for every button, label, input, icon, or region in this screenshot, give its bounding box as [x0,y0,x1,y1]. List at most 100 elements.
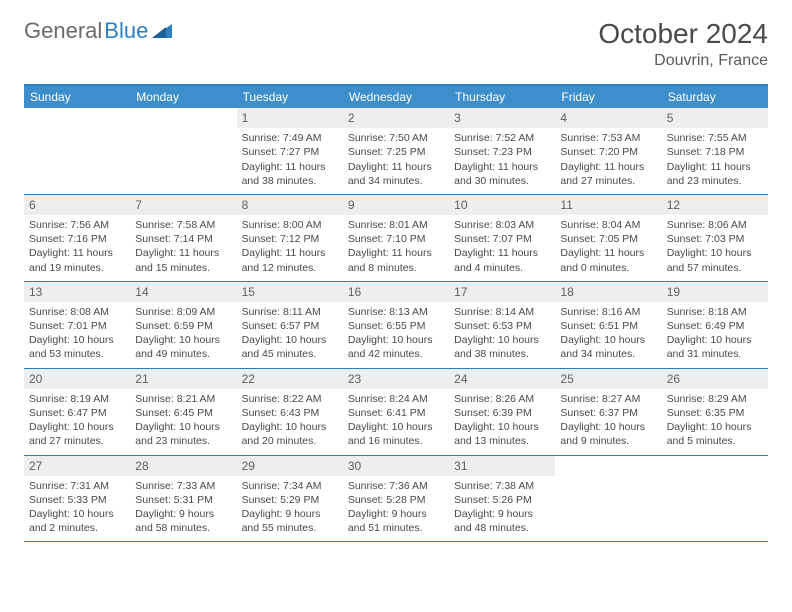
daylight-text: Daylight: 10 hours and 23 minutes. [135,420,231,448]
day-number: 15 [237,282,343,302]
sunrise-text: Sunrise: 8:24 AM [348,392,444,406]
sunset-text: Sunset: 6:51 PM [560,319,656,333]
daylight-text: Daylight: 10 hours and 20 minutes. [242,420,338,448]
daylight-text: Daylight: 11 hours and 12 minutes. [242,246,338,274]
sunrise-text: Sunrise: 8:04 AM [560,218,656,232]
day-number: 10 [449,195,555,215]
sunrise-text: Sunrise: 8:22 AM [242,392,338,406]
brand-logo: GeneralBlue [24,18,174,44]
daylight-text: Daylight: 9 hours and 51 minutes. [348,507,444,535]
weekday-header: Wednesday [343,86,449,108]
day-number: 20 [24,369,130,389]
sunset-text: Sunset: 7:12 PM [242,232,338,246]
sunrise-text: Sunrise: 8:27 AM [560,392,656,406]
title-block: October 2024 Douvrin, France [598,18,768,70]
sunset-text: Sunset: 6:41 PM [348,406,444,420]
day-number: 28 [130,456,236,476]
calendar-day-cell: 22Sunrise: 8:22 AMSunset: 6:43 PMDayligh… [237,369,343,455]
weekday-header: Sunday [24,86,130,108]
sunset-text: Sunset: 6:37 PM [560,406,656,420]
day-number: 29 [237,456,343,476]
sunrise-text: Sunrise: 7:34 AM [242,479,338,493]
sunset-text: Sunset: 5:26 PM [454,493,550,507]
day-number: 4 [555,108,661,128]
sunset-text: Sunset: 5:31 PM [135,493,231,507]
weekday-header: Thursday [449,86,555,108]
sunrise-text: Sunrise: 8:18 AM [667,305,763,319]
sunset-text: Sunset: 7:23 PM [454,145,550,159]
day-number: 13 [24,282,130,302]
day-number: 3 [449,108,555,128]
sunrise-text: Sunrise: 8:26 AM [454,392,550,406]
sunrise-text: Sunrise: 8:14 AM [454,305,550,319]
calendar-day-cell: 9Sunrise: 8:01 AMSunset: 7:10 PMDaylight… [343,195,449,281]
daylight-text: Daylight: 11 hours and 34 minutes. [348,160,444,188]
sunset-text: Sunset: 6:35 PM [667,406,763,420]
sunset-text: Sunset: 6:53 PM [454,319,550,333]
day-number: 27 [24,456,130,476]
daylight-text: Daylight: 10 hours and 57 minutes. [667,246,763,274]
sunrise-text: Sunrise: 7:38 AM [454,479,550,493]
calendar-day-cell: 29 Sunrise: 7:34 AMSunset: 5:29 PMDayligh… [237,456,343,542]
sunset-text: Sunset: 7:05 PM [560,232,656,246]
day-number: 11 [555,195,661,215]
weekday-header: Monday [130,86,236,108]
daylight-text: Daylight: 11 hours and 4 minutes. [454,246,550,274]
sunrise-text: Sunrise: 8:03 AM [454,218,550,232]
calendar-day-cell: 23Sunrise: 8:24 AMSunset: 6:41 PMDayligh… [343,369,449,455]
calendar-day-cell: 18Sunrise: 8:16 AMSunset: 6:51 PMDayligh… [555,282,661,368]
calendar-day-cell: 25Sunrise: 8:27 AMSunset: 6:37 PMDayligh… [555,369,661,455]
sunset-text: Sunset: 6:59 PM [135,319,231,333]
calendar-day-cell: 15Sunrise: 8:11 AMSunset: 6:57 PMDayligh… [237,282,343,368]
daylight-text: Daylight: 11 hours and 23 minutes. [667,160,763,188]
month-title: October 2024 [598,18,768,50]
weekday-header: Tuesday [237,86,343,108]
day-number: 23 [343,369,449,389]
calendar-week-row: 6Sunrise: 7:56 AMSunset: 7:16 PMDaylight… [24,195,768,282]
sunrise-text: Sunrise: 8:11 AM [242,305,338,319]
sunset-text: Sunset: 6:47 PM [29,406,125,420]
calendar-day-cell: 3Sunrise: 7:52 AMSunset: 7:23 PMDaylight… [449,108,555,194]
day-number: 19 [662,282,768,302]
sunrise-text: Sunrise: 7:53 AM [560,131,656,145]
calendar-week-row: 20Sunrise: 8:19 AMSunset: 6:47 PMDayligh… [24,369,768,456]
sunset-text: Sunset: 7:16 PM [29,232,125,246]
daylight-text: Daylight: 11 hours and 8 minutes. [348,246,444,274]
calendar-week-row: 13Sunrise: 8:08 AMSunset: 7:01 PMDayligh… [24,282,768,369]
daylight-text: Daylight: 11 hours and 19 minutes. [29,246,125,274]
daylight-text: Daylight: 10 hours and 9 minutes. [560,420,656,448]
logo-triangle-icon [152,18,174,44]
day-number: 9 [343,195,449,215]
calendar-day-cell: 2Sunrise: 7:50 AMSunset: 7:25 PMDaylight… [343,108,449,194]
sunrise-text: Sunrise: 7:33 AM [135,479,231,493]
calendar-day-cell: 17Sunrise: 8:14 AMSunset: 6:53 PMDayligh… [449,282,555,368]
sunrise-text: Sunrise: 7:36 AM [348,479,444,493]
sunset-text: Sunset: 6:57 PM [242,319,338,333]
day-number: 14 [130,282,236,302]
calendar-day-cell: 24Sunrise: 8:26 AMSunset: 6:39 PMDayligh… [449,369,555,455]
sunset-text: Sunset: 7:10 PM [348,232,444,246]
calendar-day-cell: . [130,108,236,194]
sunrise-text: Sunrise: 7:55 AM [667,131,763,145]
sunset-text: Sunset: 7:27 PM [242,145,338,159]
sunset-text: Sunset: 6:45 PM [135,406,231,420]
day-number: 7 [130,195,236,215]
daylight-text: Daylight: 10 hours and 27 minutes. [29,420,125,448]
calendar-day-cell: 27Sunrise: 7:31 AMSunset: 5:33 PMDayligh… [24,456,130,542]
calendar-week-row: 27Sunrise: 7:31 AMSunset: 5:33 PMDayligh… [24,456,768,543]
sunset-text: Sunset: 5:29 PM [242,493,338,507]
calendar-day-cell: 7Sunrise: 7:58 AMSunset: 7:14 PMDaylight… [130,195,236,281]
daylight-text: Daylight: 10 hours and 49 minutes. [135,333,231,361]
calendar-week-row: ..1Sunrise: 7:49 AMSunset: 7:27 PMDaylig… [24,108,768,195]
sunset-text: Sunset: 6:43 PM [242,406,338,420]
calendar-day-cell: 5Sunrise: 7:55 AMSunset: 7:18 PMDaylight… [662,108,768,194]
calendar-day-cell: 19Sunrise: 8:18 AMSunset: 6:49 PMDayligh… [662,282,768,368]
sunrise-text: Sunrise: 8:00 AM [242,218,338,232]
brand-part1: General [24,18,102,44]
daylight-text: Daylight: 9 hours and 55 minutes. [242,507,338,535]
calendar-day-cell: 13Sunrise: 8:08 AMSunset: 7:01 PMDayligh… [24,282,130,368]
sunrise-text: Sunrise: 7:56 AM [29,218,125,232]
sunset-text: Sunset: 7:07 PM [454,232,550,246]
sunrise-text: Sunrise: 8:29 AM [667,392,763,406]
sunset-text: Sunset: 7:18 PM [667,145,763,159]
